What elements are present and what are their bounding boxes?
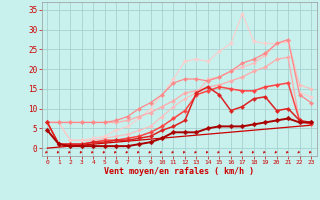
X-axis label: Vent moyen/en rafales ( km/h ): Vent moyen/en rafales ( km/h ) xyxy=(104,167,254,176)
